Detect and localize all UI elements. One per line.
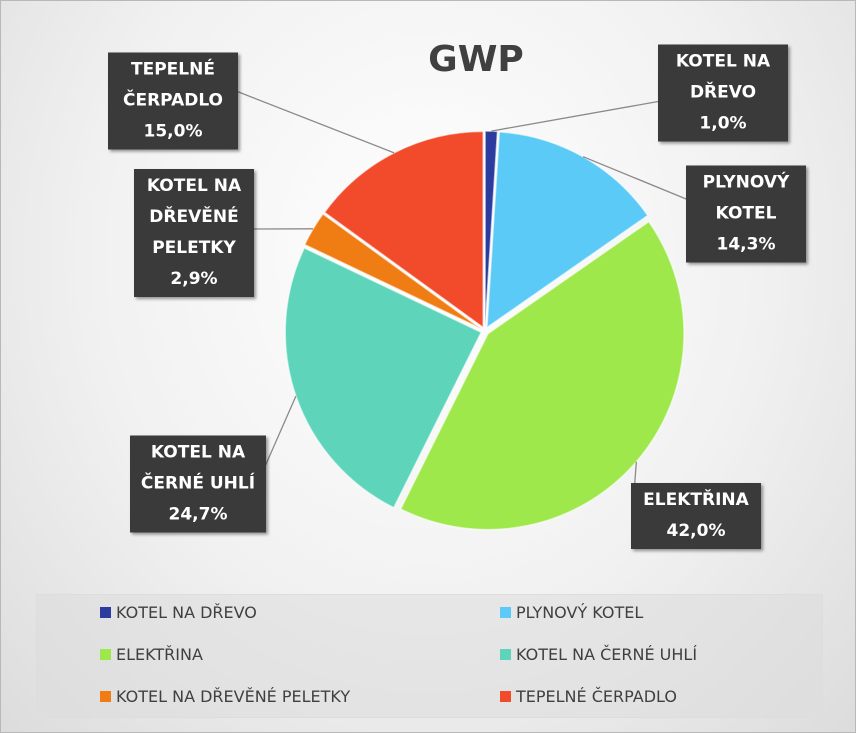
data-label-value: 15,0% (143, 121, 203, 142)
legend-label: PLYNOVÝ KOTEL (516, 603, 644, 622)
data-label-name: KOTEL NA DŘEVĚNÉ PELETKY (146, 176, 242, 258)
leader-line (262, 395, 297, 472)
legend-label: KOTEL NA DŘEVĚNÉ PELETKY (116, 687, 351, 706)
pie-slice (486, 131, 649, 330)
legend-item: PLYNOVÝ KOTEL (500, 603, 643, 622)
data-label: PLYNOVÝ KOTEL 14,3% (686, 165, 806, 263)
data-label-value: 24,7% (168, 504, 228, 525)
legend-item: KOTEL NA DŘEVĚNÉ PELETKY (100, 687, 350, 706)
legend-swatch (100, 691, 111, 702)
pie-slice (399, 220, 685, 531)
data-label: KOTEL NA ČERNÉ UHLÍ 24,7% (130, 435, 266, 533)
pie-slice (284, 246, 483, 509)
legend-item: KOTEL NA DŘEVO (100, 603, 257, 622)
legend-label: KOTEL NA ČERNÉ UHLÍ (516, 645, 698, 664)
data-label-name: PLYNOVÝ KOTEL (702, 172, 790, 224)
legend-label: TEPELNÉ ČERPADLO (516, 687, 677, 706)
legend-item: ELEKTŘINA (100, 645, 203, 664)
legend-item: TEPELNÉ ČERPADLO (500, 687, 677, 706)
data-label: KOTEL NA DŘEVO 1,0% (658, 44, 788, 142)
data-label-value: 14,3% (716, 234, 776, 255)
data-label-value: 1,0% (699, 113, 747, 134)
legend-swatch (500, 607, 511, 618)
data-label-name: KOTEL NA DŘEVO (675, 51, 771, 103)
legend: KOTEL NA DŘEVO PLYNOVÝ KOTEL ELEKTŘINA KOTE… (36, 594, 823, 718)
chart-title: GWP (428, 39, 524, 80)
leader-line (235, 90, 395, 154)
legend-swatch (500, 691, 511, 702)
legend-swatch (100, 649, 111, 660)
leader-line (491, 100, 662, 132)
data-label: TEPELNÉ ČERPADLO 15,0% (108, 52, 238, 150)
legend-swatch (100, 607, 111, 618)
legend-item: KOTEL NA ČERNÉ UHLÍ (500, 645, 697, 664)
legend-label: ELEKTŘINA (116, 645, 203, 664)
data-label-name: ELEKTŘINA (643, 490, 749, 510)
legend-label: KOTEL NA DŘEVO (116, 603, 257, 622)
data-label: KOTEL NA DŘEVĚNÉ PELETKY 2,9% (134, 169, 254, 297)
legend-swatch (500, 649, 511, 660)
data-label-value: 42,0% (666, 521, 726, 541)
data-label-value: 2,9% (170, 269, 218, 289)
leader-line (582, 156, 692, 202)
data-label: ELEKTŘINA 42,0% (631, 483, 761, 549)
data-label-name: TEPELNÉ ČERPADLO (122, 59, 224, 111)
data-label-name: KOTEL NA ČERNÉ UHLÍ (140, 442, 256, 494)
